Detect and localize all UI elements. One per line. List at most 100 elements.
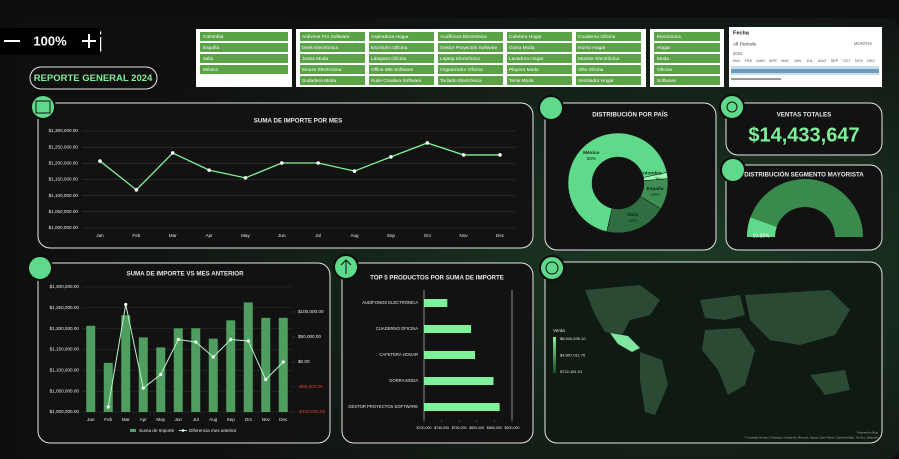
point bbox=[207, 168, 211, 172]
slicer-label: Audífonos Electrónica bbox=[440, 34, 487, 40]
slicer-label: Antivirus Pro Software bbox=[302, 34, 350, 40]
date-month: MAR bbox=[756, 59, 765, 63]
land bbox=[640, 352, 668, 415]
slicer-label: Desk Electrónica bbox=[302, 45, 338, 51]
slicer-label: Suite Creativa Software bbox=[371, 78, 422, 84]
x-tick-label: Nov bbox=[460, 233, 469, 238]
y-tick-label: $1,150,000.00 bbox=[50, 347, 80, 352]
slice bbox=[606, 196, 662, 234]
slicer-item[interactable] bbox=[369, 65, 434, 74]
slicer-item[interactable] bbox=[438, 65, 503, 74]
date-scroll bbox=[731, 78, 781, 80]
slice-value: 20% bbox=[628, 218, 637, 223]
bar bbox=[138, 337, 148, 412]
icon bbox=[27, 255, 53, 281]
slice-label: Colombia bbox=[640, 171, 662, 177]
y-tick-label: GORRA MODA bbox=[389, 378, 418, 383]
point bbox=[389, 155, 393, 159]
point bbox=[280, 161, 284, 165]
slice-label: México bbox=[583, 150, 599, 156]
point bbox=[281, 360, 285, 364]
point bbox=[159, 372, 163, 377]
icon bbox=[720, 157, 746, 183]
slice-value: 2% bbox=[655, 177, 662, 182]
slicer-item[interactable] bbox=[576, 54, 641, 63]
slicer-label: México bbox=[203, 67, 219, 73]
date-month: JAN bbox=[732, 59, 739, 63]
slicer-item[interactable] bbox=[200, 32, 288, 41]
slicer-item[interactable] bbox=[507, 43, 572, 52]
x-tick-label: Jul bbox=[193, 417, 199, 422]
slicer-item[interactable] bbox=[654, 43, 720, 52]
slicer-item[interactable] bbox=[654, 76, 720, 85]
y2-tick-label: $0.00 bbox=[298, 359, 310, 364]
point bbox=[124, 302, 128, 307]
y2-tick-label: $100,000.00 bbox=[298, 309, 324, 314]
slicer-label: Jeans Moda bbox=[302, 56, 328, 62]
y-tick-label: GESTOR PROYECTOS SOFTWARE bbox=[348, 404, 418, 409]
point bbox=[352, 169, 357, 173]
x-tick-label: Aug bbox=[350, 233, 359, 238]
slicer-label: Organizador Oficina bbox=[440, 67, 483, 73]
slicer-item[interactable] bbox=[369, 76, 434, 85]
legend-title: Venta bbox=[553, 328, 565, 333]
slicer-item[interactable] bbox=[300, 32, 365, 41]
point bbox=[229, 337, 233, 342]
land-highlight bbox=[610, 333, 640, 352]
x-tick-label: Jan bbox=[96, 233, 104, 238]
date-month: SEP bbox=[831, 59, 839, 63]
slicer-label: Mouse Electrónica bbox=[302, 67, 342, 73]
slice-value: 68% bbox=[587, 156, 596, 161]
slicer-item[interactable] bbox=[369, 43, 434, 52]
y-tick-label: $1,050,000.00 bbox=[49, 209, 79, 214]
date-month: FEB bbox=[745, 59, 753, 63]
slicer-item[interactable] bbox=[654, 65, 720, 74]
subtitle-pill bbox=[29, 66, 158, 90]
slicer-item[interactable] bbox=[438, 54, 503, 63]
date-month: OCT bbox=[843, 59, 852, 63]
slicer-item[interactable] bbox=[507, 76, 572, 85]
slicer-item[interactable] bbox=[200, 65, 288, 74]
x-tick-label: Jan bbox=[87, 417, 95, 422]
legend-label: Suma de Importe bbox=[139, 428, 175, 433]
icon bbox=[539, 255, 565, 281]
icon bbox=[340, 259, 352, 274]
slicer-item[interactable] bbox=[438, 43, 503, 52]
slicer-item[interactable] bbox=[576, 43, 641, 52]
slicer-item[interactable] bbox=[300, 76, 365, 85]
slicer-item[interactable] bbox=[507, 65, 572, 74]
y-tick-label: $1,100,000.00 bbox=[50, 368, 80, 373]
bar bbox=[121, 315, 131, 412]
slicer-item[interactable] bbox=[507, 32, 572, 41]
slicer-item[interactable] bbox=[200, 54, 288, 63]
slicer-item[interactable] bbox=[438, 32, 503, 41]
legend-label: $4,807,011.70 bbox=[560, 353, 586, 358]
gauge-track bbox=[747, 179, 863, 237]
bar bbox=[424, 377, 494, 385]
slicer-item[interactable] bbox=[438, 76, 503, 85]
slicer-item[interactable] bbox=[369, 32, 434, 41]
slicer-item[interactable] bbox=[576, 76, 641, 85]
slicer-item[interactable] bbox=[300, 43, 365, 52]
slicer-item[interactable] bbox=[654, 32, 720, 41]
x-tick-label: $740,000 bbox=[434, 426, 449, 430]
slicer-label: Gestor Proyectos Software bbox=[440, 45, 498, 51]
slicer-label: Teclado Electrónica bbox=[440, 78, 482, 84]
slicer-label: Laptop Electrónica bbox=[440, 56, 480, 62]
x-tick-label: Apr bbox=[206, 233, 214, 238]
y-tick-label: $1,250,000.00 bbox=[49, 144, 79, 149]
slicer-item[interactable] bbox=[200, 43, 288, 52]
slicer-item[interactable] bbox=[300, 54, 365, 63]
slicer-item[interactable] bbox=[369, 54, 434, 63]
slicer-item[interactable] bbox=[507, 54, 572, 63]
slicer-label: Colombia bbox=[203, 34, 224, 40]
slicer-label: Sudadera Moda bbox=[302, 78, 336, 84]
date-unit[interactable]: MONTHS bbox=[854, 41, 872, 46]
slicer-item[interactable] bbox=[300, 65, 365, 74]
slicer-item[interactable] bbox=[576, 65, 641, 74]
bar bbox=[191, 328, 201, 412]
slicer-item[interactable] bbox=[654, 54, 720, 63]
x-tick-label: Oct bbox=[424, 233, 432, 238]
slicer-item[interactable] bbox=[576, 32, 641, 41]
